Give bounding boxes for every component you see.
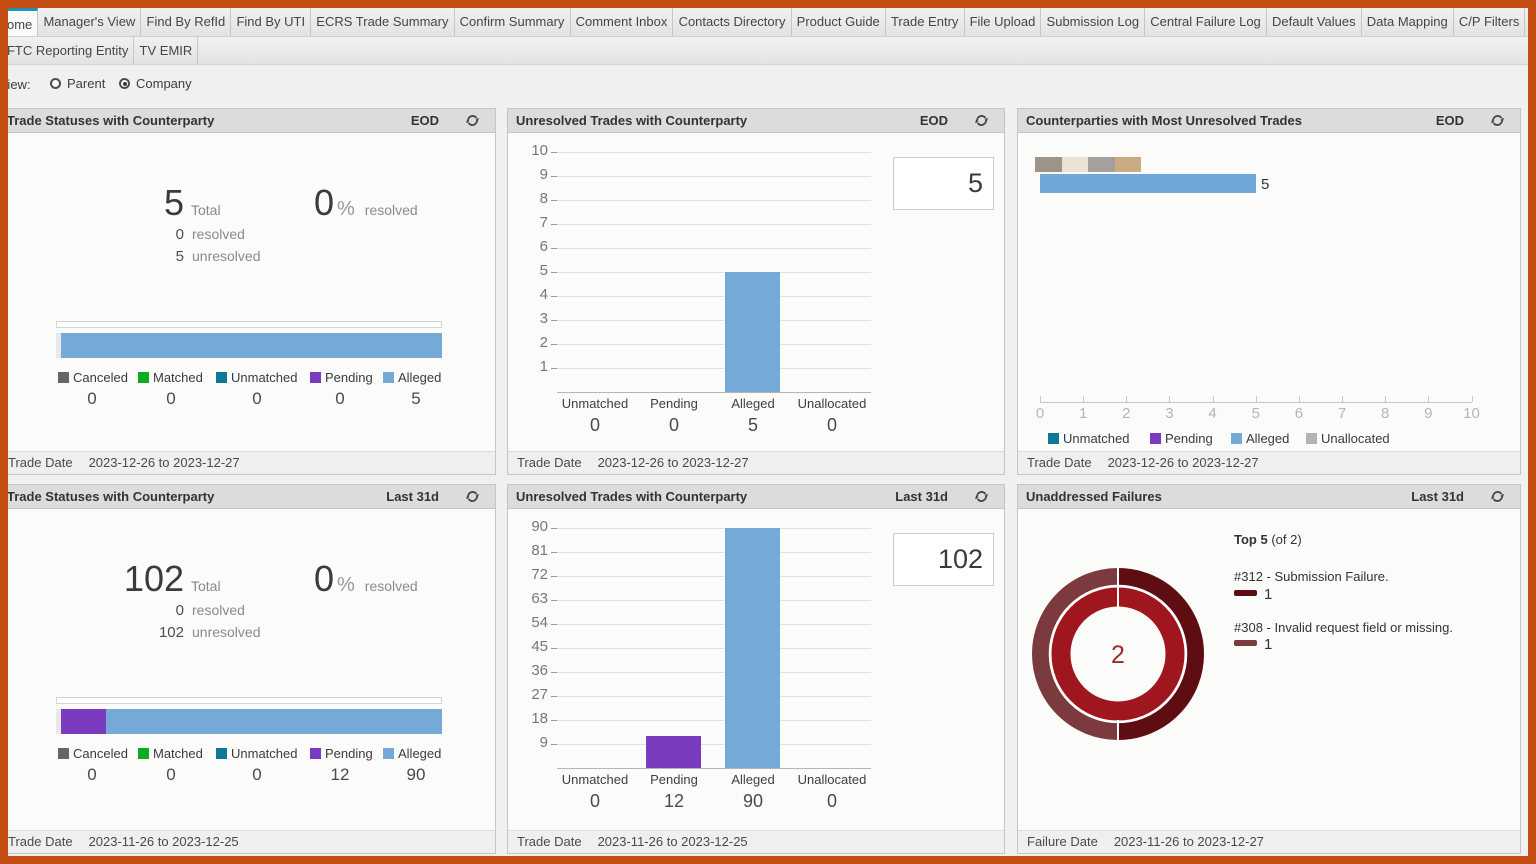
svg-text:2: 2	[1111, 641, 1125, 669]
